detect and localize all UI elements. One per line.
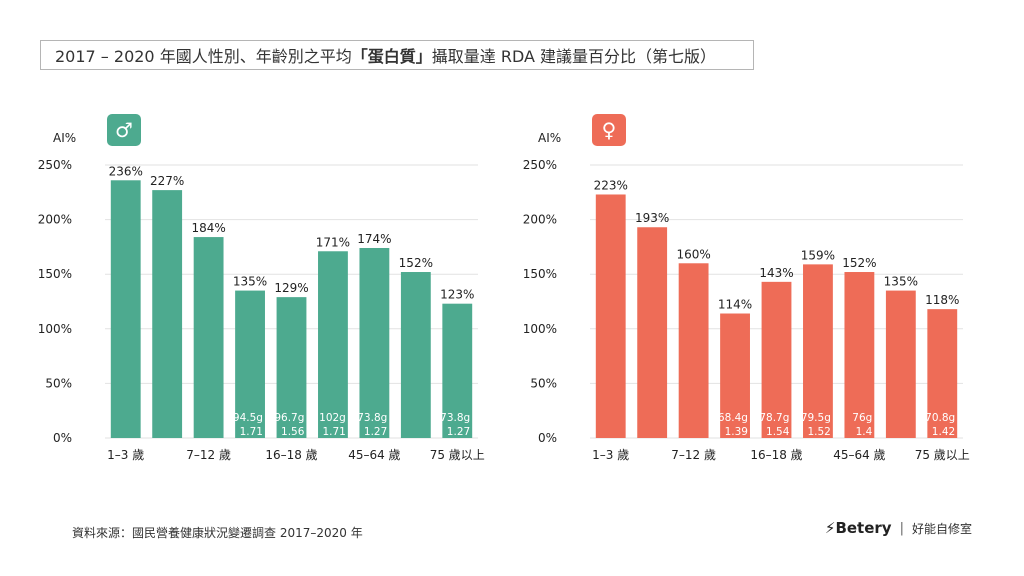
brand-logo: ⚡Betery — [824, 519, 892, 537]
male-intake-label: 102g — [319, 412, 346, 424]
female-intake-label: 79.5g — [801, 412, 831, 424]
chart-title: 2017 – 2020 年國人性別、年齡別之平均「蛋白質」攝取量達 RDA 建議… — [40, 40, 754, 70]
female-xtick-label: 16–18 歲 — [750, 448, 802, 462]
title-bracket-open: 「 — [351, 47, 368, 66]
male-value-label: 123% — [440, 288, 474, 302]
female-ytick-label: 50% — [530, 376, 557, 390]
female-badge — [592, 114, 626, 146]
male-ytick-label: 150% — [38, 267, 72, 281]
male-bar — [110, 180, 141, 438]
male-value-label: 236% — [109, 164, 143, 178]
male-ratio-label: 1.56 — [281, 426, 305, 438]
female-xtick-label: 45–64 歲 — [833, 448, 885, 462]
female-value-label: 223% — [594, 178, 628, 192]
male-xtick-label: 75 歲以上 — [430, 448, 485, 462]
male-ytick-label: 50% — [45, 376, 72, 390]
male-intake-label: 94.5g — [233, 412, 263, 424]
female-bar — [637, 227, 668, 438]
brand-subtitle: 好能自修室 — [911, 521, 972, 536]
male-bar — [400, 272, 431, 438]
male-ytick-label: 0% — [53, 431, 72, 445]
female-ylabel: AI% — [538, 131, 561, 145]
male-ytick-label: 100% — [38, 322, 72, 336]
male-bar — [359, 247, 390, 438]
female-value-label: 160% — [676, 247, 710, 261]
male-xtick-label: 7–12 歲 — [186, 448, 231, 462]
female-value-label: 135% — [884, 275, 918, 289]
title-bracket-close: 」 — [415, 47, 432, 66]
source-note: 資料來源：國民營養健康狀況變遷調查 2017–2020 年 — [72, 526, 363, 540]
male-intake-label: 96.7g — [274, 412, 304, 424]
female-bar — [761, 281, 792, 438]
female-value-label: 152% — [842, 256, 876, 270]
female-intake-label: 76g — [852, 412, 872, 424]
female-bar — [844, 272, 875, 438]
male-chart: ♂ AI% 0% 50% 100% 150% 200% 250% 236% 1–3 歲 227% 18… — [38, 110, 490, 470]
female-chart: ♀ AI% 0% 50% 100% 150% 200% 250% 223% 1–3 歲 193% 16… — [523, 110, 975, 470]
female-xtick-label: 75 歲以上 — [915, 448, 970, 462]
male-value-label: 174% — [357, 232, 391, 246]
male-ratio-label: 1.71 — [240, 426, 263, 438]
male-intake-label: 73.8g — [440, 412, 470, 424]
male-ratio-label: 1.27 — [364, 426, 387, 438]
female-intake-label: 78.7g — [759, 412, 789, 424]
female-bar — [595, 194, 626, 438]
female-ytick-label: 200% — [523, 213, 557, 227]
female-ratio-label: 1.4 — [856, 426, 873, 438]
male-bar — [318, 251, 348, 438]
male-bar — [442, 303, 473, 438]
female-ratio-label: 1.52 — [807, 426, 830, 438]
brand: ⚡Betery | 好能自修室 — [825, 519, 972, 537]
male-ratio-label: 1.71 — [322, 426, 345, 438]
female-value-label: 159% — [801, 248, 835, 262]
male-badge-icon: ♂ — [115, 118, 133, 142]
male-value-label: 135% — [233, 275, 267, 289]
female-intake-label: 70.8g — [925, 412, 955, 424]
female-ratio-label: 1.42 — [932, 426, 955, 438]
female-value-label: 143% — [759, 266, 793, 280]
male-value-label: 129% — [274, 281, 308, 295]
title-suffix: 攝取量達 RDA 建議量百分比（第七版） — [431, 47, 717, 66]
female-value-label: 118% — [925, 293, 959, 307]
male-ytick-label: 200% — [38, 213, 72, 227]
female-intake-label: 68.4g — [718, 412, 748, 424]
male-value-label: 184% — [191, 221, 225, 235]
female-xtick-label: 1–3 歲 — [592, 448, 629, 462]
female-bar — [678, 263, 709, 438]
female-ytick-label: 0% — [538, 431, 557, 445]
female-bar — [803, 264, 833, 438]
male-bar — [235, 290, 265, 438]
male-bar — [152, 190, 183, 438]
female-bar — [885, 290, 916, 438]
male-ytick-label: 250% — [38, 158, 72, 172]
male-value-label: 171% — [316, 235, 350, 249]
male-badge — [107, 114, 141, 146]
male-value-label: 227% — [150, 174, 184, 188]
female-ytick-label: 150% — [523, 267, 557, 281]
male-xtick-label: 1–3 歲 — [107, 448, 144, 462]
male-chart-svg: ♂ AI% 0% 50% 100% 150% 200% 250% 236% 1–3 歲 227% 18… — [38, 114, 485, 462]
female-ytick-label: 100% — [523, 322, 557, 336]
female-ratio-label: 1.54 — [766, 426, 790, 438]
female-ratio-label: 1.39 — [725, 426, 748, 438]
male-bar — [193, 237, 224, 438]
female-chart-svg: ♀ AI% 0% 50% 100% 150% 200% 250% 223% 1–3 歲 193% 16… — [523, 114, 970, 462]
male-intake-label: 73.8g — [357, 412, 387, 424]
title-bold-nutrient: 蛋白質 — [367, 47, 416, 66]
female-value-label: 193% — [635, 211, 669, 225]
female-ytick-label: 250% — [523, 158, 557, 172]
female-bar — [720, 313, 750, 438]
male-xtick-label: 16–18 歲 — [265, 448, 317, 462]
female-xtick-label: 7–12 歲 — [671, 448, 716, 462]
female-bar — [927, 309, 958, 438]
male-xtick-label: 45–64 歲 — [348, 448, 400, 462]
male-bar — [276, 297, 307, 438]
male-value-label: 152% — [399, 256, 433, 270]
title-prefix: 2017 – 2020 年國人性別、年齡別之平均 — [55, 47, 352, 66]
male-ylabel: AI% — [53, 131, 76, 145]
female-badge-icon: ♀ — [602, 118, 617, 142]
male-ratio-label: 1.27 — [447, 426, 470, 438]
brand-separator: | — [899, 520, 904, 536]
female-value-label: 114% — [718, 298, 752, 312]
